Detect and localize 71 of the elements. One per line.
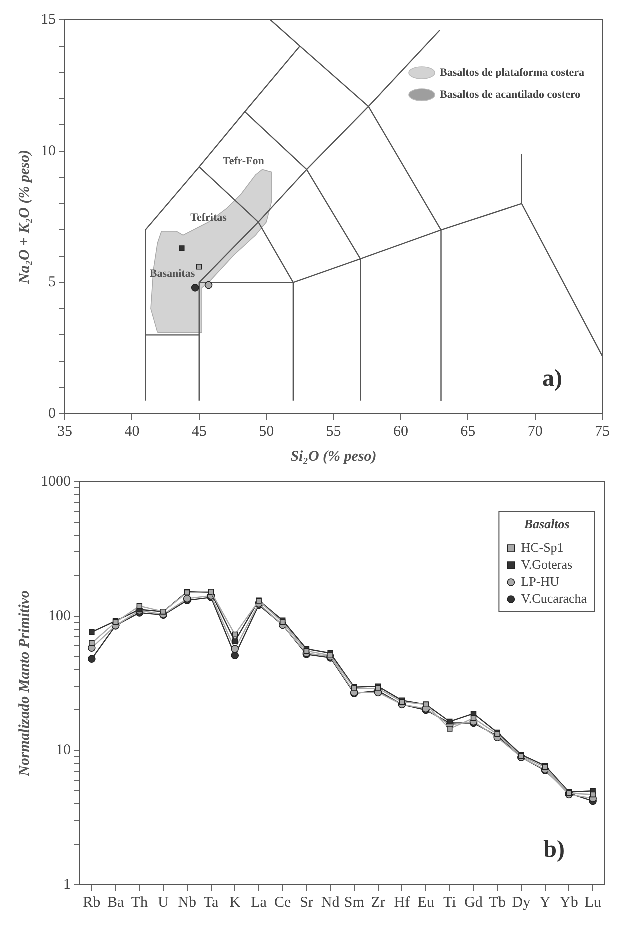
x-tick-label: Ti (443, 894, 456, 911)
y-tick-label: 0 (48, 406, 56, 422)
point (231, 645, 240, 654)
point (204, 281, 213, 290)
point (447, 726, 453, 732)
x-tick-label: Zr (371, 894, 386, 911)
x-tick-label: Nb (178, 894, 197, 911)
x-tick-label: 70 (528, 424, 543, 440)
x-tick-label: Eu (418, 894, 435, 911)
x-tick-label: 45 (192, 424, 207, 440)
x-tick-label: 60 (393, 424, 408, 440)
x-tick-label: 55 (326, 424, 342, 440)
point (232, 638, 238, 644)
y-tick-label: 1 (64, 876, 71, 893)
x-tick-label: Th (131, 894, 148, 911)
x-tick-label: Ce (274, 894, 292, 911)
x-tick-label: Tb (489, 894, 506, 911)
x-tick-label: 35 (58, 424, 72, 440)
x-tick-label: 65 (460, 424, 476, 440)
point (470, 715, 477, 722)
point (590, 792, 596, 798)
x-tick-label: Ta (204, 894, 219, 911)
legend-title: Basaltos (523, 516, 570, 532)
point (191, 284, 200, 292)
x-tick-label: La (251, 894, 268, 911)
x-tick-label: 40 (124, 424, 140, 440)
y-tick-label: 10 (56, 742, 71, 759)
y-tick-label: 10 (41, 143, 56, 160)
legend-label: V.Cucaracha (521, 590, 588, 606)
point (304, 648, 310, 654)
legend-label: HC-Sp1 (521, 540, 564, 555)
x-tick-label: 75 (595, 424, 610, 440)
x-tick-label: Sr (300, 894, 314, 911)
x-tick-label: Ba (107, 894, 124, 911)
annotation: a) (542, 366, 562, 392)
x-tick-label: Dy (512, 894, 532, 911)
y-axis-title: Na₂O + K₂O (% peso) (16, 150, 33, 285)
y-axis-title: Normalizado Manto Primitivo (16, 590, 33, 778)
legend-label: Basaltos de plataforma costera (440, 66, 585, 79)
x-tick-label: Y (540, 894, 551, 911)
x-tick-label: K (230, 894, 241, 911)
legend-label: V.Goteras (521, 556, 573, 572)
point (232, 632, 238, 638)
x-axis-title: Si₂O (% peso) (290, 448, 377, 465)
annotation: b) (544, 837, 565, 864)
annotation: Basanitas (150, 268, 196, 280)
x-tick-label: Lu (584, 894, 602, 911)
legend-label: Basaltos de acantilado costero (440, 88, 582, 101)
annotation: Tefritas (190, 212, 228, 224)
x-tick-label: Nd (321, 894, 340, 911)
x-tick-label: Rb (83, 894, 101, 911)
annotation: Tefr-Fon (223, 156, 264, 168)
y-tick-label: 1000 (41, 474, 71, 490)
x-tick-label: Sm (344, 894, 365, 911)
y-tick-label: 100 (48, 608, 71, 624)
point (447, 718, 453, 725)
point (89, 629, 95, 636)
x-tick-label: Yb (560, 894, 578, 911)
point (231, 652, 240, 660)
x-tick-label: Gd (464, 894, 484, 911)
y-tick-label: 15 (41, 12, 56, 28)
point (89, 640, 95, 646)
y-tick-label: 5 (48, 274, 56, 291)
point (179, 246, 185, 252)
legend-label: LP-HU (521, 574, 560, 589)
x-tick-label: Hf (394, 894, 410, 911)
point (196, 264, 202, 270)
x-tick-label: U (158, 894, 170, 911)
x-tick-label: 50 (259, 424, 274, 440)
point (88, 655, 96, 664)
point (136, 603, 143, 610)
